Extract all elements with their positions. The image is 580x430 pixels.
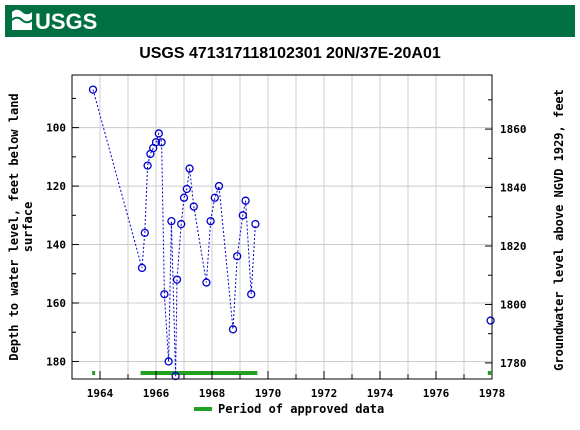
x-tick-label: 1968 — [199, 387, 226, 400]
y-left-tick-label: 180 — [46, 355, 66, 368]
x-tick-label: 1966 — [143, 387, 170, 400]
x-tick-label: 1964 — [87, 387, 114, 400]
y-right-tick-label: 1800 — [500, 298, 527, 311]
y-right-tick-label: 1780 — [500, 357, 527, 370]
approved-periods — [92, 371, 492, 375]
y-right-tick-label: 1820 — [500, 240, 527, 253]
approved-period-bar — [140, 371, 258, 375]
usgs-logo-text: USGS — [35, 9, 97, 34]
data-point-isolated — [486, 316, 495, 325]
data-point — [228, 325, 238, 334]
data-point — [247, 290, 256, 299]
x-axis: 1964 1966 1968 1970 1972 1974 1976 1978 — [71, 371, 506, 400]
chart-title: USGS 471317118102301 20N/37E-20A01 — [139, 45, 441, 62]
y-axis-right: 1780 1800 1820 1840 1860 — [485, 99, 527, 370]
y-left-tick-label: 160 — [46, 297, 66, 310]
legend-label-approved: Period of approved data — [218, 402, 384, 416]
data-point — [179, 193, 189, 202]
plot-frame — [71, 74, 493, 380]
data-point — [238, 211, 247, 220]
x-tick-label: 1974 — [367, 387, 394, 400]
usgs-logo: USGS — [11, 9, 97, 34]
usgs-header-bar — [5, 5, 575, 37]
data-point — [157, 138, 166, 147]
y-axis-left-label-line1: Depth to water level, feet below land — [7, 93, 21, 360]
data-point — [160, 290, 169, 299]
data-point — [143, 161, 152, 170]
approved-period-bar — [487, 371, 492, 375]
data-point — [202, 278, 211, 287]
data-point — [88, 85, 98, 94]
data-point — [241, 196, 250, 205]
data-point — [154, 129, 163, 138]
data-point — [185, 164, 194, 173]
data-point — [182, 184, 191, 194]
data-point — [177, 219, 186, 229]
y-axis-right-label: Groundwater level above NGVD 1929, feet — [552, 89, 566, 371]
x-tick-label: 1978 — [479, 387, 506, 400]
data-point — [172, 275, 182, 284]
data-point — [140, 228, 149, 237]
y-axis-left-label: Depth to water level, feet below land su… — [7, 93, 35, 360]
y-right-tick-label: 1840 — [500, 182, 527, 195]
plot-area — [72, 75, 492, 379]
y-left-tick-label: 140 — [46, 239, 66, 252]
series-line — [92, 89, 256, 377]
data-point — [233, 252, 242, 261]
data-point — [251, 219, 260, 229]
legend: Period of approved data — [194, 402, 384, 416]
data-point — [164, 357, 173, 366]
data-point — [151, 138, 161, 147]
data-point — [137, 263, 147, 273]
x-tick-label: 1976 — [423, 387, 450, 400]
y-axis-left-label-line2: surface — [21, 202, 35, 253]
approved-period-bar — [92, 371, 96, 375]
data-point — [171, 371, 180, 381]
x-tick-label: 1970 — [255, 387, 282, 400]
data-points — [88, 85, 495, 381]
series-dotted-line — [92, 89, 256, 377]
y-right-tick-label: 1860 — [500, 123, 527, 136]
data-point — [210, 193, 219, 202]
data-point — [206, 217, 215, 226]
y-left-tick-label: 100 — [46, 122, 66, 135]
data-point — [214, 181, 224, 191]
y-left-tick-label: 120 — [46, 180, 66, 193]
data-point — [189, 202, 198, 211]
svg-text:Groundwater level above NGVD 1: Groundwater level above NGVD 1929, feet — [552, 89, 566, 371]
y-axis-left: 100 120 140 160 180 — [46, 97, 79, 368]
data-point — [167, 217, 176, 226]
x-tick-label: 1972 — [311, 387, 338, 400]
